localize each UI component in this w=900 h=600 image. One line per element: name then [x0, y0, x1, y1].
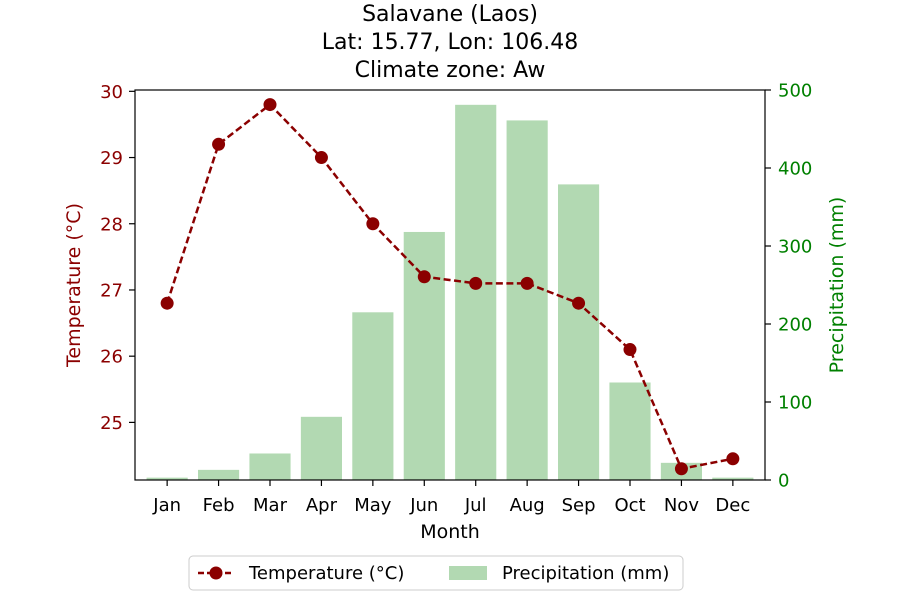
month-tick-label: Sep — [562, 495, 596, 516]
precipitation-bar-apr — [300, 416, 342, 480]
precipitation-bars — [146, 104, 754, 481]
month-axis: Jan Feb Mar Apr May Jun Jul Aug Sep Oct Nov Dec — [152, 480, 750, 516]
precipitation-tick-label: 500 — [778, 81, 812, 102]
legend-precipitation-label: Precipitation (mm) — [502, 563, 669, 584]
precipitation-bar-jul — [455, 104, 497, 480]
precipitation-bar-oct — [609, 382, 651, 480]
legend: Temperature (°C) Precipitation (mm) — [188, 555, 684, 591]
temperature-tick-label: 28 — [100, 214, 123, 235]
temperature-series-line — [165, 102, 734, 471]
precipitation-tick-label: 200 — [778, 315, 812, 336]
temperature-point-jan — [160, 296, 174, 310]
temperature-point-may — [366, 217, 380, 231]
right-axis-label: Precipitation (mm) — [826, 197, 848, 374]
month-tick-label: Oct — [614, 495, 645, 516]
precipitation-tick-label: 100 — [778, 393, 812, 414]
temperature-point-aug — [520, 276, 534, 290]
temperature-line — [160, 98, 740, 476]
month-tick-label: Mar — [253, 495, 288, 516]
precipitation-bar-jan — [146, 477, 188, 480]
temperature-point-nov — [674, 462, 688, 476]
precipitation-bar-mar — [249, 453, 291, 480]
month-tick-label: Jul — [464, 495, 487, 516]
temperature-tick-label: 30 — [100, 82, 123, 103]
month-tick-label: Dec — [715, 495, 750, 516]
temperature-point-oct — [623, 343, 637, 357]
chart-title-line-1: Salavane (Laos) — [362, 2, 538, 27]
precipitation-bar-aug — [506, 120, 548, 481]
month-tick-label: Aug — [510, 495, 545, 516]
temperature-point-jul — [469, 276, 483, 290]
month-tick-label: Jan — [152, 495, 181, 516]
temperature-axis: 25 26 27 28 29 30 — [100, 82, 135, 434]
precipitation-tick-label: 0 — [778, 471, 789, 492]
precipitation-bar-sep — [558, 184, 600, 480]
temperature-tick-label: 26 — [100, 347, 123, 368]
chart-title-line-2: Lat: 15.77, Lon: 106.48 — [322, 30, 578, 55]
legend-temperature-label: Temperature (°C) — [248, 563, 404, 584]
temperature-point-feb — [212, 137, 226, 151]
month-tick-label: May — [354, 495, 392, 516]
precipitation-axis: 0 100 200 300 400 500 — [765, 81, 812, 492]
month-tick-label: Jun — [409, 495, 438, 516]
x-axis-label: Month — [420, 521, 480, 543]
legend-frame — [188, 555, 684, 591]
temperature-tick-label: 27 — [100, 280, 123, 301]
temperature-point-jun — [417, 270, 431, 284]
temperature-point-sep — [572, 296, 586, 310]
chart-title: Salavane (Laos) Lat: 15.77, Lon: 106.48 … — [322, 2, 578, 83]
temperature-tick-label: 25 — [100, 413, 123, 434]
month-tick-label: Nov — [664, 495, 699, 516]
month-tick-label: Feb — [203, 495, 235, 516]
temperature-tick-label: 29 — [100, 148, 123, 169]
left-axis-label: Temperature (°C) — [63, 203, 85, 368]
temperature-point-mar — [263, 98, 277, 112]
chart-title-line-3: Climate zone: Aw — [355, 58, 546, 83]
month-tick-label: Apr — [306, 495, 338, 516]
precipitation-bar-dec — [712, 477, 754, 480]
precipitation-bar-feb — [198, 469, 240, 480]
precipitation-tick-label: 400 — [778, 159, 812, 180]
temperature-point-dec — [726, 452, 740, 466]
precipitation-tick-label: 300 — [778, 237, 812, 258]
temperature-point-apr — [314, 151, 328, 165]
legend-precipitation-swatch — [449, 566, 487, 580]
precipitation-bar-may — [352, 312, 394, 480]
plot-frame — [134, 89, 766, 481]
precipitation-bar-jun — [403, 231, 445, 480]
legend-temperature-marker — [209, 566, 223, 580]
